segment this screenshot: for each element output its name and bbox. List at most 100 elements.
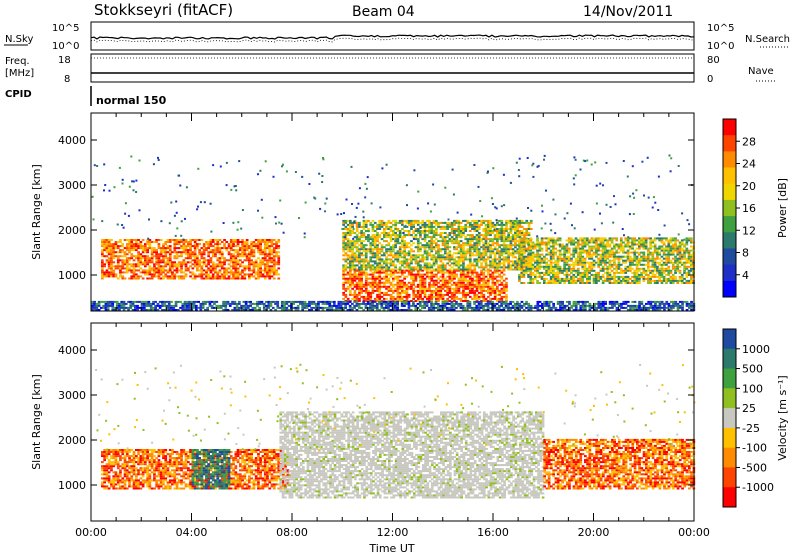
data-cell [444, 244, 447, 247]
data-cell [450, 230, 454, 232]
data-cell [480, 240, 483, 243]
data-cell [475, 295, 479, 298]
data-cell [468, 246, 472, 249]
data-cell [496, 228, 499, 230]
data-cell [177, 239, 181, 241]
data-cell [419, 266, 422, 269]
data-cell [243, 275, 247, 278]
data-cell [647, 269, 650, 272]
data-cell [355, 236, 359, 239]
data-cell [617, 247, 621, 250]
data-cell [685, 275, 689, 278]
data-cell [457, 232, 461, 234]
data-cell [166, 245, 170, 248]
data-cell [477, 283, 481, 286]
data-cell [186, 300, 189, 303]
data-cell [405, 269, 409, 272]
data-cell [444, 240, 447, 243]
data-cell [103, 263, 106, 266]
data-cell [220, 251, 224, 254]
data-cell [100, 300, 103, 303]
data-cell [685, 273, 689, 276]
data-cell [619, 271, 623, 274]
data-cell [414, 230, 418, 232]
data-cell [617, 257, 621, 260]
data-cell [394, 258, 397, 261]
data-cell [207, 267, 210, 270]
data-cell [243, 267, 247, 270]
data-cell [383, 254, 386, 257]
data-cell [500, 287, 504, 290]
data-cell [480, 277, 483, 280]
data-cell [383, 240, 386, 243]
data-cell [527, 223, 531, 226]
data-cell [484, 266, 488, 269]
data-cell [471, 277, 474, 280]
data-cell [493, 277, 497, 280]
data-cell [344, 287, 348, 290]
data-cell [128, 239, 131, 241]
data-cell [606, 267, 609, 270]
data-cell [245, 249, 249, 252]
data-cell [466, 221, 470, 224]
data-cell [177, 269, 181, 272]
data-cell [137, 263, 140, 266]
data-cell [572, 261, 576, 264]
data-cell [410, 219, 413, 222]
data-cell [615, 275, 619, 278]
data-cell [112, 255, 116, 258]
data-cell [475, 219, 479, 222]
data-cell [502, 228, 506, 230]
data-cell [500, 271, 504, 274]
data-cell [150, 273, 154, 276]
data-cell [656, 261, 659, 264]
data-cell [196, 259, 199, 262]
data-cell [101, 273, 104, 276]
data-cell [398, 281, 402, 284]
data-cell [547, 263, 551, 266]
data-cell [466, 285, 470, 288]
data-cell [207, 273, 210, 276]
data-cell [653, 249, 657, 252]
data-cell [110, 273, 113, 276]
data-cell [558, 237, 562, 240]
data-cell [590, 267, 594, 270]
data-cell [480, 254, 483, 257]
data-cell [105, 251, 109, 254]
data-cell [134, 309, 137, 311]
data-cell [245, 267, 249, 270]
data-cell [132, 275, 136, 278]
data-cell [239, 255, 242, 258]
data-cell [459, 248, 463, 251]
data-cell [137, 247, 140, 250]
data-cell [207, 243, 210, 246]
data-cell [130, 239, 134, 241]
data-cell [403, 246, 406, 249]
data-cell [216, 275, 220, 278]
data-cell [450, 277, 454, 280]
data-cell [487, 248, 490, 251]
data-cell [502, 287, 506, 290]
data-cell [493, 266, 497, 269]
data-cell [421, 223, 425, 226]
data-cell [378, 295, 382, 298]
data-cell [453, 246, 456, 249]
data-cell [471, 244, 474, 247]
data-cell [464, 219, 468, 222]
data-cell [398, 279, 402, 282]
data-cell [351, 254, 354, 257]
data-cell [358, 293, 361, 296]
data-cell [394, 275, 397, 278]
data-cell [389, 287, 393, 290]
data-cell [389, 230, 393, 232]
data-cell [617, 263, 621, 266]
data-cell [690, 245, 693, 248]
data-cell [423, 234, 427, 237]
data-cell [143, 304, 146, 307]
data-cell [419, 248, 422, 251]
data-cell [177, 251, 181, 254]
data-cell [563, 265, 566, 268]
data-cell [398, 268, 402, 271]
data-cell [344, 232, 348, 234]
data-cell [631, 257, 634, 260]
